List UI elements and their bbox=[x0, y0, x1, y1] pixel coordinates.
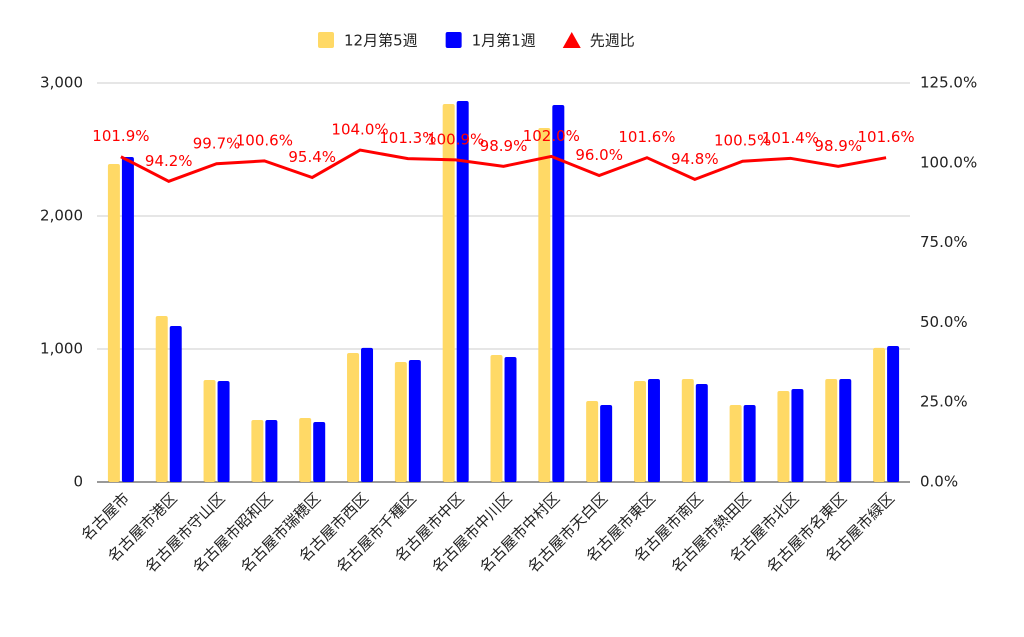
bar bbox=[408, 360, 421, 482]
data-label: 100.6% bbox=[236, 131, 293, 149]
bar bbox=[251, 420, 264, 482]
bar bbox=[839, 379, 852, 482]
data-label: 100.9% bbox=[427, 130, 484, 148]
bar bbox=[155, 316, 168, 482]
legend-swatch bbox=[562, 32, 581, 48]
bar bbox=[887, 345, 900, 482]
data-label: 95.4% bbox=[288, 148, 336, 166]
y2-tick-label: 100.0% bbox=[920, 153, 977, 171]
data-label: 101.3% bbox=[379, 129, 436, 147]
y-tick-label: 0 bbox=[73, 473, 83, 491]
data-label: 101.9% bbox=[92, 127, 149, 145]
y-tick-label: 3,000 bbox=[40, 74, 83, 92]
bar bbox=[743, 404, 756, 482]
legend-swatch bbox=[445, 32, 462, 48]
line bbox=[120, 148, 887, 183]
data-label: 102.0% bbox=[523, 127, 580, 145]
bar bbox=[777, 391, 790, 482]
data-label: 101.4% bbox=[762, 129, 819, 147]
data-label: 101.6% bbox=[857, 128, 914, 146]
bar bbox=[217, 381, 230, 482]
data-label: 98.9% bbox=[480, 137, 528, 155]
bar bbox=[538, 127, 551, 482]
bar bbox=[695, 383, 708, 482]
data-label: 104.0% bbox=[331, 121, 388, 139]
bar bbox=[586, 401, 599, 482]
legend-label: 1月第1週 bbox=[472, 32, 536, 50]
data-label: 99.7% bbox=[193, 134, 241, 152]
bar bbox=[265, 420, 278, 482]
legend-label: 先週比 bbox=[590, 32, 635, 50]
bar bbox=[169, 325, 182, 482]
bar bbox=[647, 379, 660, 482]
y-tick-label: 2,000 bbox=[40, 207, 83, 225]
y2-tick-label: 25.0% bbox=[920, 393, 968, 411]
y2-tick-label: 50.0% bbox=[920, 313, 968, 331]
bar bbox=[456, 100, 469, 482]
bar bbox=[791, 389, 804, 482]
y2-tick-label: 125.0% bbox=[920, 74, 977, 92]
bar bbox=[504, 356, 517, 482]
bar bbox=[394, 362, 407, 482]
data-label: 100.5% bbox=[714, 132, 771, 150]
bar bbox=[107, 163, 120, 482]
bar bbox=[552, 104, 565, 482]
legend-swatch bbox=[318, 32, 334, 48]
bar bbox=[299, 418, 312, 482]
y-tick-label: 1,000 bbox=[40, 340, 83, 358]
bar bbox=[873, 347, 886, 482]
bar bbox=[729, 404, 742, 482]
data-label: 94.2% bbox=[145, 152, 193, 170]
bar bbox=[313, 422, 326, 482]
data-label: 96.0% bbox=[575, 146, 623, 164]
data-label: 98.9% bbox=[814, 137, 862, 155]
bar bbox=[121, 156, 134, 482]
legend-label: 12月第5週 bbox=[344, 32, 418, 50]
bar bbox=[681, 379, 694, 482]
bar bbox=[361, 347, 374, 482]
bar bbox=[442, 104, 455, 482]
bar bbox=[600, 404, 613, 482]
bar bbox=[490, 354, 503, 482]
bar bbox=[347, 352, 360, 482]
bar bbox=[825, 379, 838, 482]
bar bbox=[203, 379, 216, 482]
bar bbox=[633, 381, 646, 482]
y2-tick-label: 75.0% bbox=[920, 233, 968, 251]
data-label: 94.8% bbox=[671, 150, 719, 168]
data-label: 101.6% bbox=[618, 128, 675, 146]
y2-tick-label: 0.0% bbox=[920, 473, 958, 491]
